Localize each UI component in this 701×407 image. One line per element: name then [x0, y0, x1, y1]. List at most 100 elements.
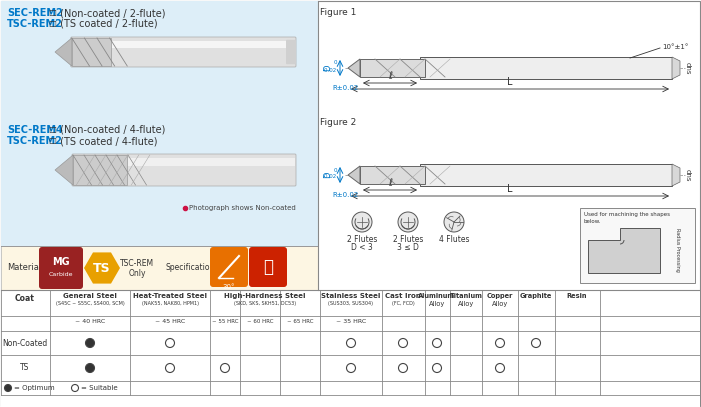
Text: Used for machining the shapes: Used for machining the shapes	[584, 212, 670, 217]
Text: SEC-REM2: SEC-REM2	[7, 8, 63, 18]
Text: Copper: Copper	[486, 293, 513, 299]
Text: (FC, FCD): (FC, FCD)	[392, 301, 414, 306]
Text: ~ 35 HRC: ~ 35 HRC	[336, 319, 366, 324]
Circle shape	[72, 385, 79, 392]
Bar	[1, 1, 318, 246]
Text: Aluminum: Aluminum	[418, 293, 456, 299]
Text: R±0.02: R±0.02	[332, 85, 358, 91]
Text: 2 Flutes: 2 Flutes	[347, 235, 377, 244]
Text: Carbide: Carbide	[49, 271, 73, 276]
Polygon shape	[672, 164, 680, 186]
Text: Alloy: Alloy	[458, 301, 474, 307]
Bar	[580, 208, 695, 283]
Text: = Suitable: = Suitable	[81, 385, 118, 391]
Text: ~ 55 HRC: ~ 55 HRC	[212, 319, 238, 324]
Text: □: □	[48, 136, 57, 145]
Circle shape	[433, 363, 442, 372]
Text: (SKD, SKS, SKH51, DC53): (SKD, SKS, SKH51, DC53)	[234, 301, 296, 306]
Text: ⤢: ⤢	[263, 258, 273, 276]
Bar	[73, 155, 127, 185]
Text: Radius Processing: Radius Processing	[675, 228, 680, 272]
Text: SEC-REM4: SEC-REM4	[7, 125, 63, 135]
Text: (SUS303, SUS304): (SUS303, SUS304)	[329, 301, 374, 306]
Text: 4 Flutes: 4 Flutes	[439, 235, 469, 244]
Circle shape	[86, 339, 95, 348]
Text: -0.02: -0.02	[322, 68, 337, 72]
Polygon shape	[55, 155, 73, 185]
Text: (Non-coated / 4-flute): (Non-coated / 4-flute)	[57, 125, 165, 135]
Text: Figure 2: Figure 2	[320, 118, 356, 127]
Polygon shape	[348, 59, 360, 77]
Bar	[360, 59, 425, 77]
Text: Figure 1: Figure 1	[320, 8, 356, 17]
Circle shape	[496, 339, 505, 348]
Text: MG: MG	[52, 257, 70, 267]
Text: (S45C ~ S55C, SS400, SCM): (S45C ~ S55C, SS400, SCM)	[55, 301, 124, 306]
Polygon shape	[588, 228, 660, 273]
Circle shape	[165, 363, 175, 372]
Circle shape	[398, 339, 407, 348]
Bar	[1, 290, 700, 407]
Text: Coat: Coat	[15, 294, 35, 303]
Bar	[420, 57, 672, 79]
Bar	[72, 38, 111, 66]
Bar	[72, 41, 295, 48]
Text: 0: 0	[334, 168, 337, 173]
Text: Stainless Steel: Stainless Steel	[321, 293, 381, 299]
Text: TSC-REM: TSC-REM	[120, 260, 154, 269]
Text: ~ 45 HRC: ~ 45 HRC	[155, 319, 185, 324]
Text: Alloy: Alloy	[492, 301, 508, 307]
Text: ~ 40 HRC: ~ 40 HRC	[75, 319, 105, 324]
Text: (NAK55, NAK80, HPM1): (NAK55, NAK80, HPM1)	[142, 301, 198, 306]
Circle shape	[346, 339, 355, 348]
Text: D < 3: D < 3	[351, 243, 373, 252]
Circle shape	[496, 363, 505, 372]
Text: Material: Material	[7, 263, 41, 273]
FancyBboxPatch shape	[249, 247, 287, 287]
Text: Non-Coated: Non-Coated	[2, 339, 48, 348]
Text: dns: dns	[685, 62, 691, 74]
Text: -0.02: -0.02	[322, 175, 337, 179]
Bar	[360, 166, 425, 184]
FancyBboxPatch shape	[210, 247, 248, 287]
Circle shape	[398, 363, 407, 372]
Text: Cast Iron: Cast Iron	[385, 293, 421, 299]
FancyBboxPatch shape	[72, 154, 296, 186]
Circle shape	[86, 363, 95, 372]
Text: 3 ≤ D: 3 ≤ D	[397, 243, 419, 252]
Text: □: □	[48, 8, 57, 17]
FancyBboxPatch shape	[39, 247, 83, 289]
Text: 30°: 30°	[223, 284, 236, 290]
Circle shape	[165, 339, 175, 348]
Text: ~ 65 HRC: ~ 65 HRC	[287, 319, 313, 324]
Text: dns: dns	[685, 169, 691, 181]
Text: below.: below.	[584, 219, 601, 224]
Polygon shape	[55, 38, 72, 66]
Text: High-Hardness Steel: High-Hardness Steel	[224, 293, 306, 299]
Circle shape	[433, 339, 442, 348]
Text: Only: Only	[128, 269, 146, 278]
Bar	[1, 246, 318, 290]
Text: (TS coated / 2-flute): (TS coated / 2-flute)	[57, 19, 157, 29]
Text: TS: TS	[20, 363, 29, 372]
Text: ~ 60 HRC: ~ 60 HRC	[247, 319, 273, 324]
Text: D: D	[323, 172, 332, 178]
Text: (TS coated / 4-flute): (TS coated / 4-flute)	[57, 136, 157, 146]
Text: (Non-coated / 2-flute): (Non-coated / 2-flute)	[57, 8, 165, 18]
Text: = Optimum: = Optimum	[14, 385, 55, 391]
Circle shape	[4, 385, 11, 392]
Circle shape	[352, 212, 372, 232]
Circle shape	[444, 212, 464, 232]
Text: □: □	[48, 19, 57, 28]
Circle shape	[346, 363, 355, 372]
Text: Resin: Resin	[566, 293, 587, 299]
Text: Photograph shows Non-coated: Photograph shows Non-coated	[189, 205, 296, 211]
Text: 0: 0	[334, 61, 337, 66]
Circle shape	[398, 212, 418, 232]
Text: Alloy: Alloy	[429, 301, 445, 307]
Polygon shape	[348, 166, 360, 184]
Text: D: D	[323, 65, 332, 71]
Circle shape	[531, 339, 540, 348]
Bar	[420, 164, 672, 186]
FancyBboxPatch shape	[71, 37, 296, 67]
